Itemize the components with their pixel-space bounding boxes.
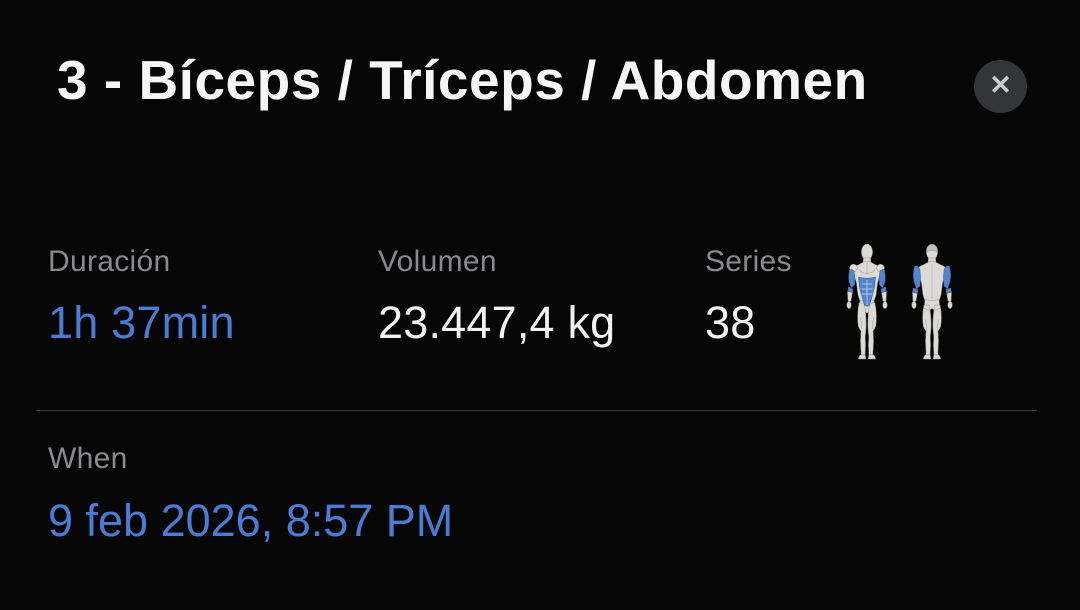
muscle-map bbox=[840, 243, 959, 363]
when-section: When 9 feb 2026, 8:57 PM bbox=[48, 440, 453, 549]
stat-duration: Duración 1h 37min bbox=[48, 243, 235, 350]
divider bbox=[36, 410, 1037, 411]
close-button[interactable]: ✕ bbox=[974, 60, 1027, 113]
stat-value-series: 38 bbox=[705, 297, 756, 348]
when-value[interactable]: 9 feb 2026, 8:57 PM bbox=[48, 495, 454, 546]
stat-value-volume: 23.447,4 kg bbox=[378, 297, 616, 348]
front-body-muscles-icon bbox=[846, 243, 888, 360]
page-title: 3 - Bíceps / Tríceps / Abdomen bbox=[57, 49, 868, 111]
close-icon: ✕ bbox=[989, 70, 1012, 100]
stat-value-duration[interactable]: 1h 37min bbox=[48, 297, 235, 348]
stat-volume: Volumen 23.447,4 kg bbox=[378, 243, 615, 350]
stat-label-volume: Volumen bbox=[378, 245, 497, 278]
stat-series: Series 38 bbox=[705, 243, 792, 350]
stat-label-series: Series bbox=[705, 245, 792, 278]
when-label: When bbox=[48, 442, 128, 475]
back-body-muscles-icon bbox=[911, 243, 953, 360]
stat-label-duration: Duración bbox=[48, 245, 171, 278]
